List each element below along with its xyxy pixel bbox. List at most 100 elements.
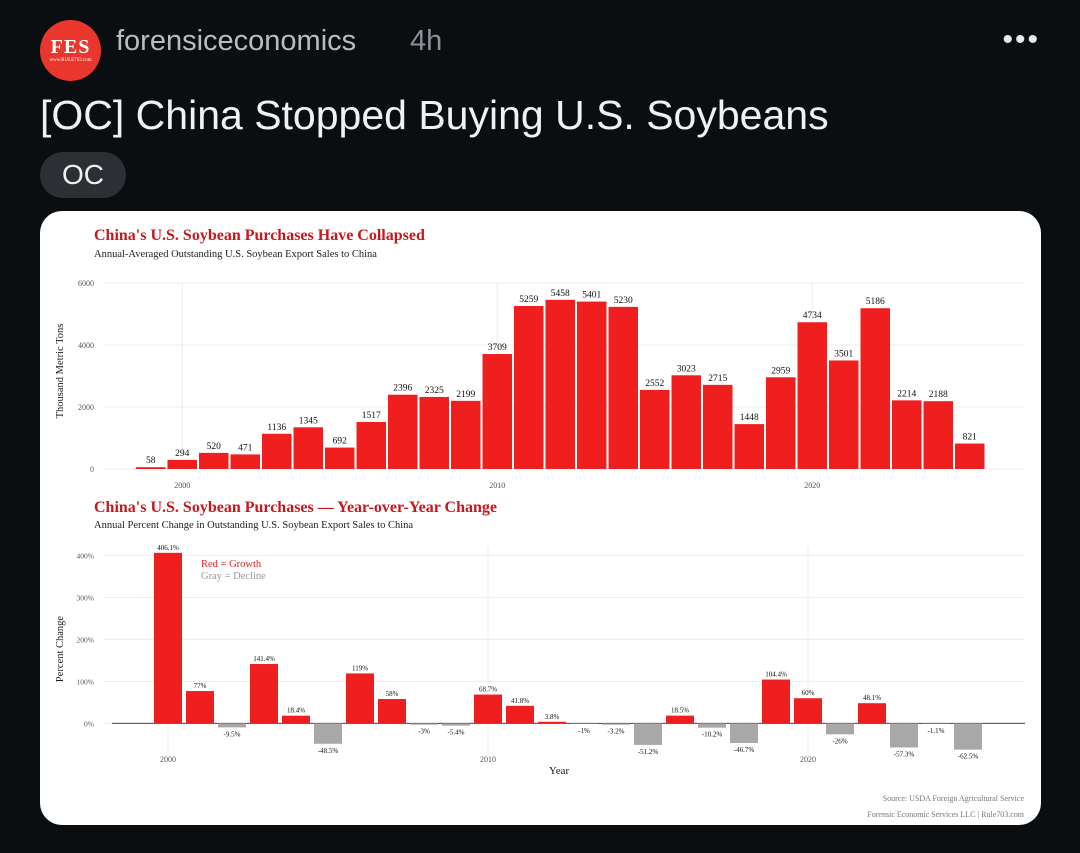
chart2-bar — [826, 723, 854, 735]
source-line-1: Source: USDA Foreign Agricultural Servic… — [883, 794, 1025, 803]
chart1-data-label: 4734 — [803, 311, 822, 321]
avatar[interactable]: FES www.RULE703.com — [40, 20, 101, 81]
chart2-data-label: -9.5% — [224, 730, 241, 738]
chart1-bar — [766, 377, 796, 469]
chart2-data-label: 18.4% — [287, 707, 305, 715]
chart1-xtick: 2010 — [489, 481, 505, 490]
chart1-bar — [482, 354, 512, 469]
chart1-ytick: 6000 — [78, 279, 94, 288]
chart1-bar — [671, 375, 701, 469]
chart1-bar — [955, 443, 985, 469]
chart2-data-label: 60% — [802, 689, 815, 697]
chart1-data-label: 2199 — [456, 390, 475, 400]
chart2-data-label: 3.8% — [545, 713, 560, 721]
chart1-bar — [167, 459, 197, 469]
chart2-ylabel: Percent Change — [55, 616, 66, 683]
legend-decline: Gray = Decline — [201, 571, 266, 582]
chart1-data-label: 2214 — [897, 389, 916, 399]
post-image[interactable]: China's U.S. Soybean Purchases Have Coll… — [40, 211, 1041, 825]
chart2-bar — [250, 664, 278, 724]
chart2-bar — [186, 691, 214, 724]
chart1-bar — [136, 467, 166, 469]
chart2-ytick: 0% — [84, 719, 94, 728]
chart1-bar — [451, 400, 481, 469]
flair-badge[interactable]: OC — [40, 152, 126, 198]
chart1-bar — [293, 427, 323, 469]
chart1-data-label: 3023 — [677, 364, 696, 374]
chart2-bar — [218, 723, 246, 728]
chart2-bar — [314, 723, 342, 744]
chart2-data-label: -46.7% — [734, 746, 755, 754]
chart1-subtitle: Annual-Averaged Outstanding U.S. Soybean… — [94, 249, 377, 260]
chart1-data-label: 1136 — [267, 423, 286, 433]
chart2-data-label: -1% — [578, 727, 590, 735]
post-title[interactable]: [OC] China Stopped Buying U.S. Soybeans — [40, 92, 829, 138]
chart2-bar — [538, 721, 566, 724]
chart2-bar — [282, 715, 310, 724]
chart2-xlabel: Year — [549, 765, 570, 777]
chart2-title: China's U.S. Soybean Purchases — Year-ov… — [94, 499, 497, 516]
chart1-data-label: 520 — [207, 442, 222, 452]
chart1-title: China's U.S. Soybean Purchases Have Coll… — [94, 227, 425, 244]
avatar-logo-subtext: www.RULE703.com — [49, 58, 92, 63]
post-timestamp: 4h — [410, 25, 443, 57]
chart2-bar — [730, 723, 758, 744]
chart2-data-label: 18.5% — [671, 707, 689, 715]
chart1-bar — [923, 401, 953, 469]
chart1-bar — [545, 299, 575, 469]
chart2-bar — [858, 703, 886, 724]
chart1-bar — [860, 308, 890, 469]
chart1-data-label: 692 — [333, 437, 348, 447]
chart2-bar — [794, 698, 822, 724]
chart1-bar — [388, 394, 418, 469]
chart2-axis-labels: 0% 100% 200% 300% 400% 2000 2010 2020 — [77, 551, 817, 764]
chart2-data-label: 119% — [352, 664, 368, 672]
chart2-bar — [474, 694, 502, 724]
chart1-data-label: 2552 — [645, 379, 664, 389]
chart1-data-labels: 58 294 520 471 1136 1345 692 1517 2396 2325 2199 37… — [146, 289, 977, 466]
chart2-bar — [634, 723, 662, 745]
chart1-xtick: 2000 — [174, 481, 190, 490]
chart1-data-label: 2325 — [425, 386, 444, 396]
chart2-xtick: 2010 — [480, 755, 496, 764]
chart2-data-label: 58% — [386, 690, 399, 698]
chart2-data-label: -1.1% — [928, 727, 945, 735]
chart2-bar — [378, 699, 406, 724]
chart1-bars — [136, 299, 985, 469]
chart1-data-label: 821 — [963, 433, 978, 443]
chart1-data-label: 2396 — [393, 384, 412, 394]
chart1-xtick: 2020 — [804, 481, 820, 490]
chart1-axis-labels: 0 2000 4000 6000 2000 2010 2020 — [78, 279, 820, 490]
chart2-data-label: 68.7% — [479, 686, 497, 694]
chart2-data-label: -5.4% — [448, 729, 465, 737]
chart2-data-label: 406.1% — [157, 544, 179, 552]
chart2-bar — [666, 715, 694, 724]
username-link[interactable]: forensiceconomics — [116, 25, 357, 57]
chart2-data-label: -3.2% — [608, 728, 625, 736]
chart2-bars — [154, 552, 982, 750]
chart1-ytick: 2000 — [78, 403, 94, 412]
chart1-bar — [797, 322, 827, 469]
chart2-data-label: 141.4% — [253, 655, 275, 663]
chart1-data-label: 2188 — [929, 390, 948, 400]
chart1-ytick: 0 — [90, 465, 94, 474]
chart2-bar — [442, 723, 470, 726]
chart1-data-label: 1345 — [299, 416, 318, 426]
chart2-data-label: -48.5% — [318, 747, 339, 755]
chart2-data-label: 77% — [194, 682, 207, 690]
chart2-data-labels: 406.1% 77% -9.5% 141.4% 18.4% -48.5% 119% 58% -3… — [157, 544, 978, 761]
chart2-bar — [410, 723, 438, 725]
chart1-bar — [892, 400, 922, 469]
chart2-xtick: 2020 — [800, 755, 816, 764]
chart2-bar — [890, 723, 918, 748]
legend-growth: Red = Growth — [201, 559, 262, 570]
avatar-logo-text: FES — [50, 36, 91, 58]
chart2-data-label: 104.4% — [765, 671, 787, 679]
chart1-bar — [356, 421, 386, 469]
chart1-data-label: 3709 — [488, 343, 507, 353]
chart1-ytick: 4000 — [78, 341, 94, 350]
chart2-bar — [698, 723, 726, 728]
chart1-data-label: 3501 — [834, 349, 853, 359]
more-options-icon[interactable]: ••• — [1002, 23, 1040, 56]
chart2-bar — [762, 679, 790, 724]
